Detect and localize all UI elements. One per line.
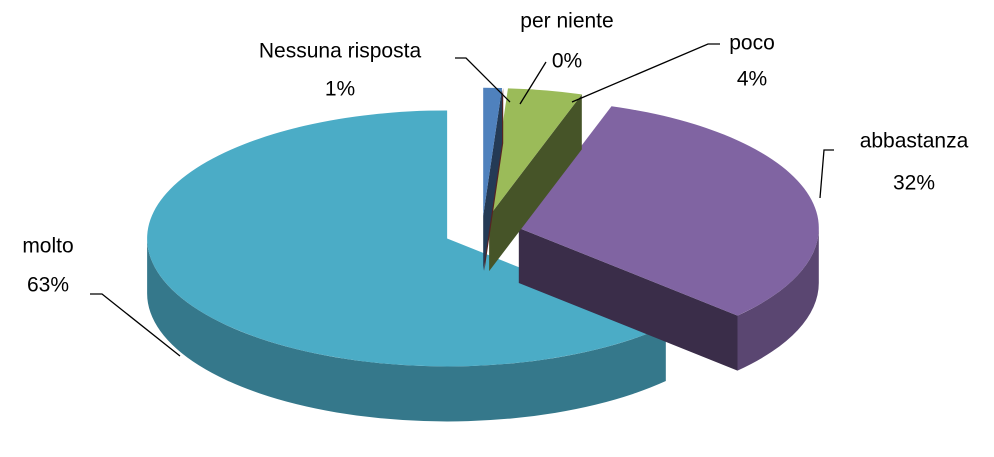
slice-label: molto	[22, 235, 73, 258]
slice-side	[489, 94, 582, 272]
leader-line	[571, 43, 720, 103]
pie	[147, 87, 819, 422]
slice-label: per niente	[520, 10, 613, 33]
leader-line	[90, 293, 181, 357]
slice-edge	[147, 238, 666, 422]
slice-value: 63%	[27, 274, 69, 297]
leader-line	[455, 57, 511, 103]
slice	[489, 88, 582, 272]
slice-top	[518, 106, 819, 316]
slice-top	[483, 87, 503, 216]
slice-top	[489, 88, 582, 217]
slice-side	[518, 227, 738, 371]
slice-edge	[737, 227, 819, 371]
leader-line	[819, 149, 834, 199]
slice-value: 0%	[552, 50, 582, 73]
slice-side	[483, 88, 503, 271]
slice-label: poco	[729, 32, 775, 55]
slice-value: 4%	[737, 68, 767, 91]
slice	[147, 110, 666, 422]
slice-value: 1%	[325, 78, 355, 101]
slice-label: abbastanza	[860, 130, 969, 153]
slice	[483, 87, 503, 271]
slice-value: 32%	[893, 172, 935, 195]
slice-top	[147, 110, 666, 367]
slice-label: Nessuna risposta	[259, 40, 422, 63]
leader-line	[519, 61, 547, 105]
slice	[518, 106, 819, 371]
